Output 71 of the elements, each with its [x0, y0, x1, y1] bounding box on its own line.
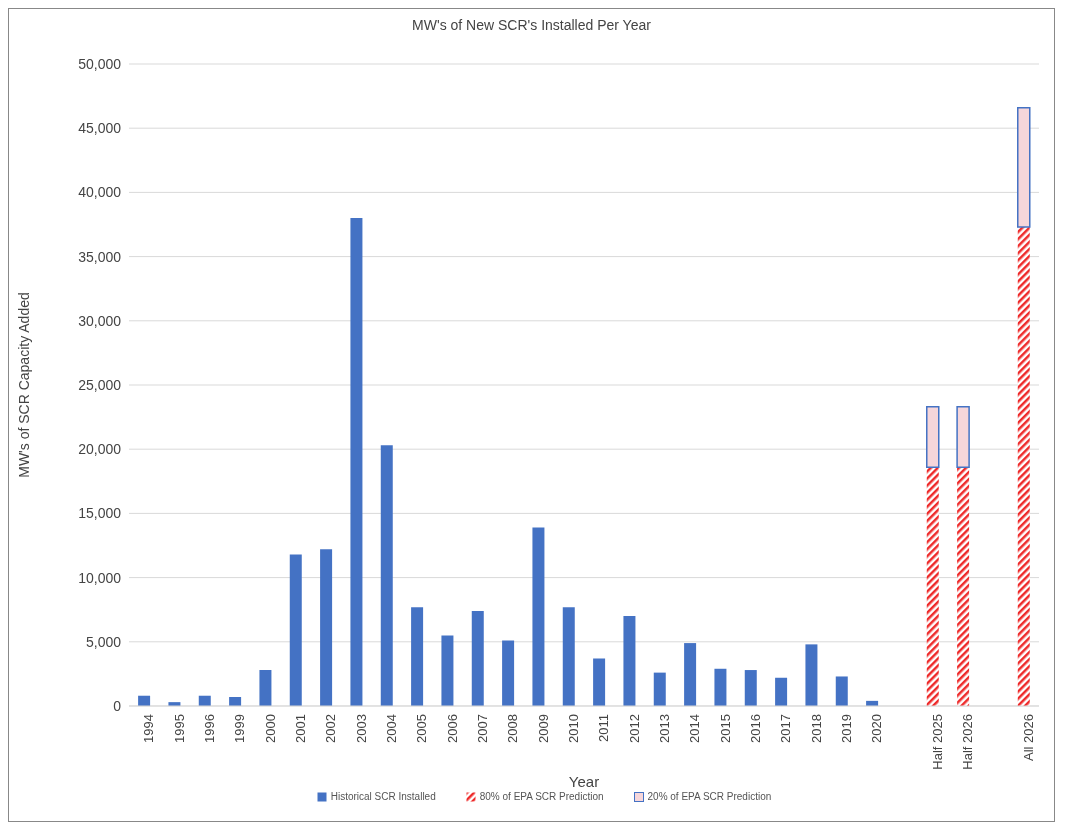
bar	[957, 467, 970, 706]
x-tick-label: 2010	[566, 714, 582, 743]
x-tick-label: 2002	[323, 714, 339, 743]
x-tick-label: 2009	[535, 714, 551, 743]
y-tick-label: 40,000	[78, 184, 122, 201]
x-tick-label: 2019	[839, 714, 855, 743]
bar	[1017, 227, 1030, 706]
x-tick-label: 2018	[808, 714, 824, 743]
x-tick-label: 1999	[232, 714, 248, 743]
legend-label: 20% of EPA SCR Prediction	[646, 791, 772, 802]
bar	[835, 676, 848, 706]
x-tick-label: 2020	[869, 714, 885, 743]
bar	[380, 445, 393, 706]
x-tick-label: 2012	[626, 714, 642, 743]
bar	[441, 635, 454, 706]
bar	[502, 640, 515, 706]
bar	[714, 668, 727, 706]
y-tick-label: 45,000	[78, 120, 122, 137]
y-tick-label: 20,000	[78, 441, 122, 458]
x-tick-label: 2001	[293, 714, 309, 743]
y-tick-label: 30,000	[78, 312, 122, 329]
x-tick-label: 2008	[505, 714, 521, 743]
x-tick-label: 2006	[444, 714, 460, 743]
y-tick-label: 50,000	[78, 55, 122, 72]
x-tick-label: 1995	[171, 714, 187, 743]
x-tick-label: 2011	[596, 714, 612, 742]
y-axis-title: MW's of SCR Capacity Added	[15, 292, 32, 478]
bar	[684, 643, 697, 706]
y-tick-label: 0	[113, 697, 122, 714]
y-tick-label: 35,000	[78, 248, 122, 265]
bar	[593, 658, 606, 706]
x-tick-label: Half 2026	[960, 714, 976, 770]
bar	[805, 644, 818, 706]
bar	[926, 467, 939, 706]
x-tick-label: 2004	[384, 714, 400, 743]
bar	[956, 406, 970, 468]
x-axis-title: Year	[568, 773, 600, 790]
bar	[411, 607, 424, 706]
x-tick-label: 2013	[657, 714, 673, 743]
bar	[744, 670, 757, 706]
legend-label: 80% of EPA SCR Prediction	[478, 791, 604, 802]
x-tick-label: 2003	[353, 714, 369, 743]
x-tick-label: All 2026	[1021, 714, 1037, 761]
x-tick-label: 2017	[778, 714, 794, 743]
x-tick-label: 2005	[414, 714, 430, 743]
bar	[320, 549, 333, 706]
x-tick-label: 2007	[475, 714, 491, 743]
y-tick-label: 5,000	[85, 633, 122, 650]
chart-title: MW's of New SCR's Installed Per Year	[411, 17, 652, 33]
y-tick-label: 25,000	[78, 376, 122, 393]
bar	[350, 218, 363, 706]
bar	[562, 607, 575, 706]
y-tick-label: 10,000	[78, 569, 122, 586]
bar	[653, 672, 666, 706]
x-tick-label: 2016	[748, 714, 764, 743]
bar	[1017, 106, 1031, 228]
bar	[926, 406, 940, 468]
x-tick-label: 2000	[262, 714, 278, 743]
x-tick-label: 2014	[687, 714, 703, 743]
bar	[289, 554, 302, 706]
x-tick-label: 1996	[202, 714, 218, 743]
bar	[775, 677, 788, 706]
bar	[259, 670, 272, 706]
bar	[532, 527, 545, 706]
bar	[623, 616, 636, 706]
x-tick-label: 2015	[717, 714, 733, 743]
x-tick-label: 1994	[141, 714, 157, 743]
bar	[471, 610, 484, 706]
x-tick-label: Half 2025	[930, 714, 946, 770]
legend-label: Historical SCR Installed	[329, 791, 436, 802]
y-tick-label: 15,000	[78, 505, 122, 522]
